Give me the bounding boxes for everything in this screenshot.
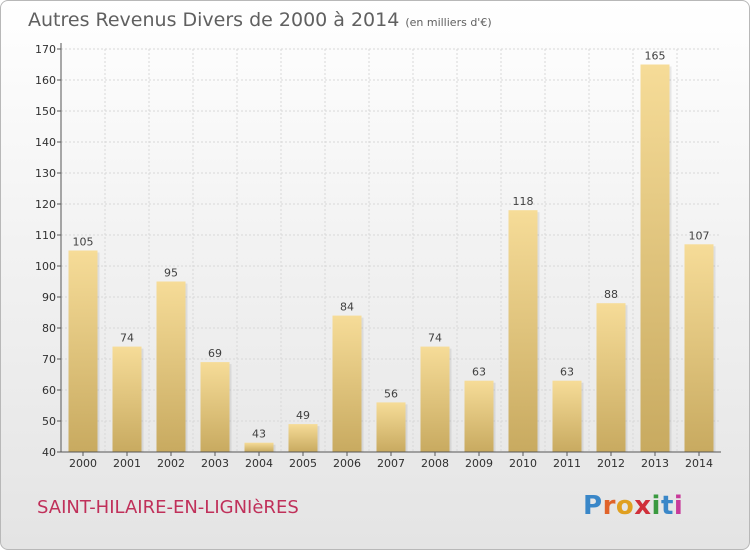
x-tick-label: 2009 <box>465 457 493 470</box>
x-tick-label: 2012 <box>597 457 625 470</box>
y-tick-label: 80 <box>42 322 56 335</box>
chart-title: Autres Revenus Divers de 2000 à 2014 (en … <box>28 9 492 31</box>
value-label: 56 <box>384 387 398 400</box>
y-tick-label: 160 <box>35 74 56 87</box>
bar <box>112 346 142 452</box>
value-label: 165 <box>645 50 666 63</box>
value-label: 74 <box>120 332 134 345</box>
y-tick-label: 110 <box>35 229 56 242</box>
axes-group: 40 50 60 70 80 90 100 110 120 130 140 150 160 170 <box>35 43 721 459</box>
y-tick-label: 120 <box>35 198 56 211</box>
bar <box>464 380 494 452</box>
bar <box>640 64 670 452</box>
bar <box>684 244 714 452</box>
bar <box>508 210 538 452</box>
bar <box>288 424 318 452</box>
value-label: 107 <box>689 229 710 242</box>
value-label: 63 <box>472 366 486 379</box>
bar <box>200 362 230 452</box>
x-tick-label: 2005 <box>289 457 317 470</box>
city-name: SAINT-HILAIRE-EN-LIGNIèRES <box>37 497 299 518</box>
value-label: 84 <box>340 301 354 314</box>
value-label: 105 <box>73 236 94 249</box>
x-tick-label: 2010 <box>509 457 537 470</box>
logo-letter: i <box>673 491 684 521</box>
x-tick-label: 2004 <box>245 457 273 470</box>
logo-letter: i <box>651 491 661 521</box>
logo-letter: P <box>583 491 603 521</box>
title-text: Autres Revenus Divers de 2000 à 2014 <box>28 9 400 31</box>
logo-letter: t <box>660 491 674 521</box>
y-tick-label: 50 <box>42 415 56 428</box>
bar <box>376 402 406 452</box>
x-tick-label: 2001 <box>113 457 141 470</box>
y-tick-label: 150 <box>35 105 56 118</box>
proxiti-logo[interactable]: Proxiti <box>583 491 683 521</box>
y-tick-label: 100 <box>35 260 56 273</box>
x-tick-label: 2003 <box>201 457 229 470</box>
bar <box>156 281 186 452</box>
x-tick-label: 2008 <box>421 457 449 470</box>
y-tick-label: 90 <box>42 291 56 304</box>
logo-letter: o <box>615 491 635 521</box>
bar <box>420 346 450 452</box>
value-label: 49 <box>296 409 310 422</box>
y-tick-label: 40 <box>42 446 56 459</box>
value-label: 43 <box>252 428 266 441</box>
y-tick-label: 140 <box>35 136 56 149</box>
bar <box>68 250 98 452</box>
value-label: 118 <box>513 195 534 208</box>
x-tick-label: 2013 <box>641 457 669 470</box>
value-label: 63 <box>560 366 574 379</box>
y-tick-label: 170 <box>35 43 56 56</box>
title-unit: (en milliers d'€) <box>405 16 492 29</box>
x-tick-label: 2000 <box>69 457 97 470</box>
y-tick-label: 130 <box>35 167 56 180</box>
y-tick-label: 60 <box>42 384 56 397</box>
value-label: 88 <box>604 288 618 301</box>
y-tick-label: 70 <box>42 353 56 366</box>
bar <box>596 303 626 452</box>
x-tick-label: 2006 <box>333 457 361 470</box>
bar <box>552 380 582 452</box>
value-label: 74 <box>428 332 442 345</box>
x-tick-label: 2011 <box>553 457 581 470</box>
x-tick-label: 2007 <box>377 457 405 470</box>
bars-group <box>68 64 716 452</box>
x-tick-label: 2002 <box>157 457 185 470</box>
bar <box>332 315 362 452</box>
labels-group: 2000 105 2001 74 2002 95 2003 69 2004 43 2005 49 200… <box>69 50 713 471</box>
logo-letter: r <box>602 491 616 521</box>
value-label: 69 <box>208 347 222 360</box>
value-label: 95 <box>164 267 178 280</box>
logo-letter: x <box>634 491 652 521</box>
bar <box>244 442 274 452</box>
x-tick-label: 2014 <box>685 457 713 470</box>
